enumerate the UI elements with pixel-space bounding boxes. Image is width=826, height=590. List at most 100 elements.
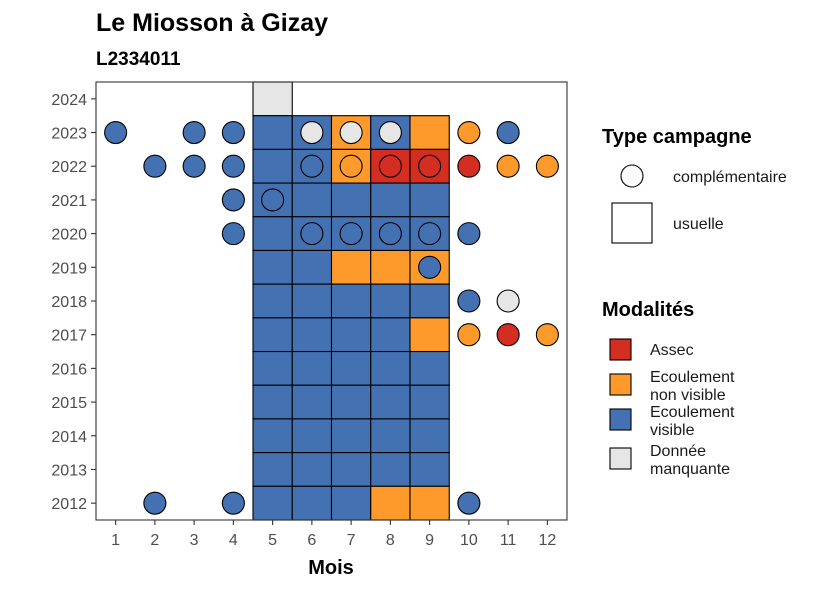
legend-swatch-ecoulement-non-visible (609, 373, 632, 396)
y-tick-label: 2019 (51, 260, 87, 277)
cell-2016-m5-ecoulement-visible (252, 350, 293, 386)
cell-2019-m5-ecoulement-visible (252, 249, 293, 285)
point-2020-m9-ecoulement-visible (418, 222, 442, 246)
cell-2014-m9-ecoulement-visible (409, 418, 450, 454)
cell-2013-m5-ecoulement-visible (252, 452, 293, 487)
cell-2018-m7-ecoulement-visible (330, 283, 372, 319)
cell-2017-m7-ecoulement-visible (330, 317, 372, 353)
cell-2021-m7-ecoulement-visible (330, 182, 372, 218)
chart-title: Le Miosson à Gizay (96, 9, 328, 37)
cell-2016-m9-ecoulement-visible (409, 350, 450, 386)
point-2022-m11-ecoulement-non-visible (496, 154, 520, 178)
legend-label-ecoulement-non-visible: Ecoulement (650, 369, 735, 386)
point-2012-m10-ecoulement-visible (457, 491, 481, 515)
cell-2019-m7-ecoulement-non-visible (330, 249, 372, 285)
point-2020-m4-ecoulement-visible (221, 222, 245, 246)
cell-2021-m6-ecoulement-visible (291, 182, 333, 218)
cell-2023-m5-ecoulement-visible (252, 115, 293, 150)
cell-2015-m9-ecoulement-visible (409, 384, 450, 420)
point-2020-m6-ecoulement-visible (300, 222, 324, 246)
point-2023-m3-ecoulement-visible (182, 120, 206, 145)
cell-2018-m5-ecoulement-visible (252, 283, 293, 319)
point-2022-m7-ecoulement-non-visible (339, 154, 363, 178)
point-2012-m2-ecoulement-visible (143, 491, 167, 515)
legend-shape-items: complémentaire usuelle (611, 164, 787, 244)
point-2019-m9-ecoulement-visible (418, 255, 442, 279)
point-2018-m11-donnee-manquante (496, 289, 520, 313)
cell-2013-m9-ecoulement-visible (409, 452, 450, 487)
point-2023-m6-donnee-manquante (300, 120, 324, 145)
legend-label-assec: Assec (650, 342, 694, 359)
point-2020-m8-ecoulement-visible (378, 222, 402, 246)
legend-shape-label-usuelle: usuelle (673, 216, 724, 233)
cell-2015-m6-ecoulement-visible (291, 384, 333, 420)
cell-2013-m6-ecoulement-visible (291, 452, 333, 487)
point-2022-m8-assec (378, 154, 402, 178)
x-axis-title: Mois (308, 557, 354, 579)
point-2022-m4-ecoulement-visible (221, 154, 245, 178)
legend-label-donnee-manquante: Donnée (650, 443, 706, 460)
legend-swatch-ecoulement-visible (609, 408, 632, 431)
x-tick-label: 12 (538, 532, 556, 549)
y-tick-label: 2022 (51, 159, 87, 176)
point-2022-m12-ecoulement-non-visible (535, 154, 559, 178)
y-tick-label: 2021 (51, 193, 87, 210)
cell-2021-m9-ecoulement-visible (409, 182, 450, 218)
point-2018-m10-ecoulement-visible (457, 289, 481, 313)
y-tick-label: 2020 (51, 227, 87, 244)
cell-2012-m8-ecoulement-non-visible (370, 485, 411, 521)
y-tick-label: 2013 (51, 462, 87, 479)
cell-2015-m5-ecoulement-visible (252, 384, 293, 420)
x-tick-label: 2 (150, 532, 159, 549)
x-tick-label: 3 (190, 532, 199, 549)
x-tick-label: 10 (460, 532, 478, 549)
complementaire-points (104, 120, 559, 515)
point-2023-m8-donnee-manquante (378, 120, 402, 145)
legend-square-swatch (611, 202, 653, 244)
x-tick-label: 9 (425, 532, 434, 549)
legend-label-ecoulement-visible: visible (650, 422, 695, 439)
usuelle-cells (252, 81, 450, 521)
cell-2022-m5-ecoulement-visible (252, 148, 293, 184)
x-tick-label: 4 (229, 532, 238, 549)
point-2023-m10-ecoulement-non-visible (457, 120, 481, 145)
point-2020-m10-ecoulement-visible (457, 222, 481, 246)
y-axis: 2012 2013 2014 2015 2016 2017 2018 2019 2020 2021… (51, 92, 96, 513)
point-2022-m6-ecoulement-visible (300, 154, 324, 178)
cell-2015-m7-ecoulement-visible (330, 384, 372, 420)
cell-2023-m9-ecoulement-non-visible (409, 115, 450, 150)
cell-2014-m6-ecoulement-visible (291, 418, 333, 454)
y-tick-label: 2024 (51, 92, 87, 109)
legend-label-ecoulement-non-visible: non visible (650, 387, 726, 404)
point-2022-m2-ecoulement-visible (143, 154, 167, 178)
cell-2014-m5-ecoulement-visible (252, 418, 293, 454)
x-tick-label: 8 (386, 532, 395, 549)
y-tick-label: 2012 (51, 496, 87, 513)
y-tick-label: 2017 (51, 328, 87, 345)
cell-2014-m8-ecoulement-visible (370, 418, 411, 454)
legend-shape-title: Type campagne (602, 126, 752, 148)
cell-2018-m8-ecoulement-visible (370, 283, 411, 319)
legend-fill-title: Modalités (602, 299, 694, 321)
x-tick-label: 1 (111, 532, 120, 549)
cell-2014-m7-ecoulement-visible (330, 418, 372, 454)
legend-swatch-donnee-manquante (609, 447, 632, 470)
point-2022-m3-ecoulement-visible (182, 154, 206, 178)
cell-2012-m9-ecoulement-non-visible (409, 485, 450, 521)
legend-swatch-assec (609, 338, 632, 361)
cell-2018-m9-ecoulement-visible (409, 283, 450, 319)
x-tick-label: 7 (347, 532, 356, 549)
cell-2019-m8-ecoulement-non-visible (370, 249, 411, 285)
point-2017-m12-ecoulement-non-visible (535, 323, 559, 347)
point-2020-m7-ecoulement-visible (339, 222, 363, 246)
x-tick-label: 11 (500, 532, 517, 549)
cell-2012-m5-ecoulement-visible (252, 485, 293, 521)
point-2021-m4-ecoulement-visible (221, 188, 245, 212)
cell-2012-m6-ecoulement-visible (291, 485, 333, 521)
cell-2018-m6-ecoulement-visible (291, 283, 333, 319)
legend: Type campagne complémentaire usuelle Moda… (602, 126, 787, 478)
cell-2017-m8-ecoulement-visible (370, 317, 411, 353)
cell-2016-m7-ecoulement-visible (330, 350, 372, 386)
point-2023-m4-ecoulement-visible (221, 120, 245, 145)
